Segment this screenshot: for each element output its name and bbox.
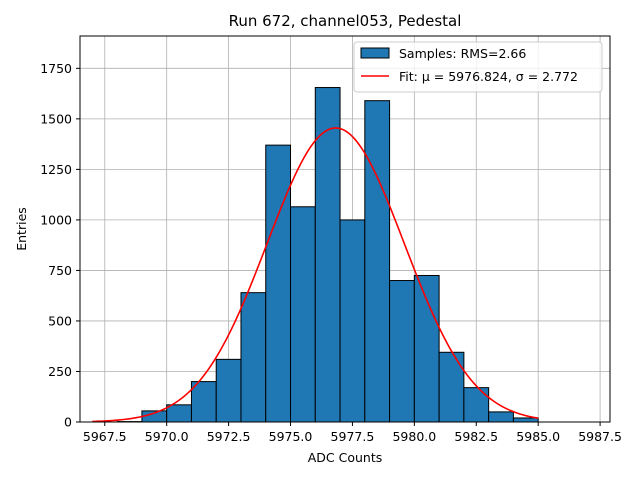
histogram-bar — [339, 219, 366, 423]
histogram-bar — [240, 292, 267, 423]
legend-fit-label: Fit: μ = 5976.824, σ = 2.772 — [399, 69, 578, 84]
legend-histogram-swatch — [360, 47, 390, 59]
y-tick-label: 750 — [48, 263, 72, 278]
y-tick-label: 1750 — [40, 61, 72, 76]
x-tick-label: 5985.0 — [516, 429, 560, 444]
x-tick-label: 5970.0 — [145, 429, 189, 444]
histogram-bar — [215, 358, 242, 423]
legend-box — [353, 41, 603, 93]
y-tick-label: 250 — [48, 364, 72, 379]
x-tick-label: 5987.5 — [578, 429, 622, 444]
histogram-bar — [413, 274, 440, 423]
histogram-bar — [463, 387, 490, 423]
legend-histogram-label: Samples: RMS=2.66 — [399, 46, 526, 61]
histogram-bar — [512, 417, 539, 423]
histogram-bar — [166, 404, 192, 423]
histogram-bar — [290, 206, 316, 423]
y-tick-label: 1250 — [40, 162, 72, 177]
histogram-bars — [116, 87, 539, 423]
histogram-bar — [389, 280, 415, 423]
histogram-bar — [488, 411, 514, 423]
plot-frame — [79, 35, 611, 423]
y-axis-label: Entries — [14, 207, 29, 251]
histogram-bar — [438, 351, 465, 423]
x-tick-label: 5967.5 — [83, 429, 127, 444]
y-tick-label: 1000 — [40, 212, 72, 227]
histogram-bar — [265, 144, 292, 423]
y-tick-label: 0 — [64, 415, 72, 430]
y-tick-label: 1500 — [40, 111, 72, 126]
x-tick-label: 5982.5 — [454, 429, 498, 444]
y-tick-label: 500 — [48, 313, 72, 328]
legend: Samples: RMS=2.66 Fit: μ = 5976.824, σ =… — [353, 41, 603, 93]
histogram-bar — [190, 381, 217, 423]
y-axis: 0 250 500 750 1000 1250 1500 1750 — [40, 61, 80, 430]
x-tick-label: 5977.5 — [331, 429, 375, 444]
chart-title: Run 672, channel053, Pedestal — [229, 12, 462, 30]
histogram-bar — [364, 100, 391, 423]
x-tick-label: 5975.0 — [269, 429, 313, 444]
x-axis-label: ADC Counts — [308, 450, 383, 465]
fit-curve — [92, 127, 539, 423]
histogram-bar — [314, 87, 341, 423]
x-tick-label: 5980.0 — [392, 429, 436, 444]
x-tick-label: 5972.5 — [207, 429, 251, 444]
x-axis: 5967.5 5970.0 5972.5 5975.0 5977.5 5980.0 5982… — [83, 422, 622, 444]
